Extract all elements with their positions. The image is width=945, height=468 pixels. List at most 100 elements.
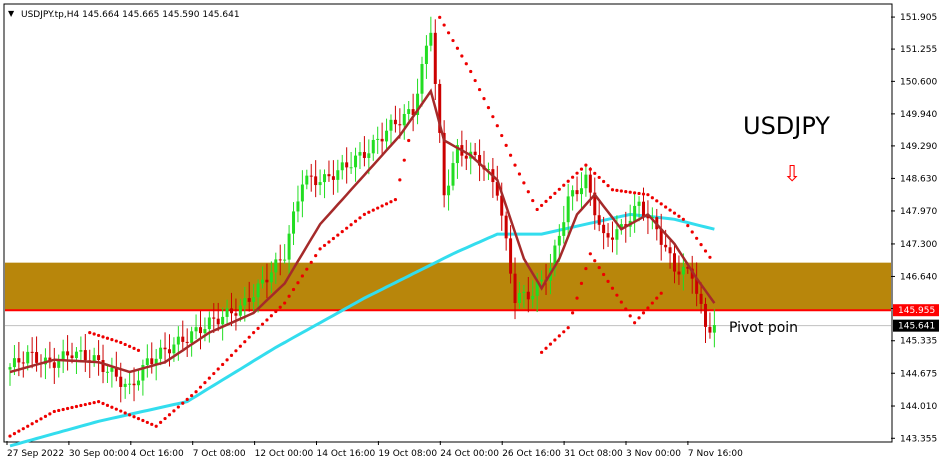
candle xyxy=(198,310,202,350)
sar-dot xyxy=(500,133,504,138)
candle xyxy=(451,151,455,191)
price-tick-label: 145.335 xyxy=(900,337,937,347)
current-price-label: 145.641 xyxy=(898,322,935,332)
sar-dot xyxy=(21,427,25,431)
pivot-label: Pivot poin xyxy=(729,320,798,336)
sar-dot xyxy=(216,367,220,371)
sar-dot xyxy=(624,189,628,194)
sar-dot xyxy=(597,175,601,180)
header-arrow[interactable]: ▼ xyxy=(8,9,15,18)
candle xyxy=(132,367,136,402)
price-tick-label: 151.255 xyxy=(900,45,937,55)
candle xyxy=(128,371,132,395)
candle xyxy=(212,303,216,334)
candle xyxy=(673,242,676,284)
sar-dot xyxy=(331,236,335,241)
time-tick-label: 14 Oct 16:00 xyxy=(317,449,376,459)
sar-dot xyxy=(225,358,229,362)
price-tick-label: 148.630 xyxy=(900,174,937,184)
sar-dot xyxy=(460,54,464,58)
sar-dot xyxy=(256,326,260,330)
sar-dot xyxy=(562,330,566,334)
sar-dot xyxy=(318,247,322,251)
sar-dot xyxy=(513,163,517,167)
sar-dot xyxy=(362,212,366,216)
sar-dot xyxy=(579,281,584,285)
sar-dot xyxy=(695,236,699,240)
candle xyxy=(256,279,260,313)
sar-dot xyxy=(482,97,486,101)
sar-dot xyxy=(610,286,615,290)
candle xyxy=(619,218,623,235)
candle xyxy=(473,142,477,160)
candle xyxy=(61,339,65,374)
time-tick-label: 24 Oct 00:00 xyxy=(440,449,499,459)
sar-dot xyxy=(593,259,597,263)
price-tick-label: 151.905 xyxy=(900,13,937,23)
candle xyxy=(433,19,437,101)
sar-dot xyxy=(544,346,548,350)
sar-dot xyxy=(65,406,70,411)
price-axis: 151.905 151.255 150.600 149.940 149.290 148.6… xyxy=(891,13,937,444)
sar-dot xyxy=(274,309,278,314)
sar-dot xyxy=(252,331,256,335)
candle xyxy=(442,120,446,208)
candle xyxy=(265,263,269,299)
header-info: USDJPY.tp,H4 145.664 145.665 145.590 145… xyxy=(21,10,240,20)
sar-dot xyxy=(575,296,579,300)
sar-dot xyxy=(398,178,402,182)
sar-dot xyxy=(699,243,703,247)
candle xyxy=(429,16,433,52)
time-tick-label: 26 Oct 16:00 xyxy=(502,449,561,459)
sar-dot xyxy=(544,199,548,203)
candle xyxy=(708,312,712,339)
candle xyxy=(145,344,149,378)
candle xyxy=(522,284,526,308)
candle xyxy=(97,340,101,376)
sar-dot xyxy=(384,202,389,206)
sar-dot xyxy=(141,418,145,423)
sar-dot xyxy=(650,196,654,200)
parabolic-sar-dots xyxy=(8,15,712,438)
sar-dot xyxy=(619,189,623,193)
sar-dot xyxy=(540,203,544,208)
sar-dot xyxy=(637,191,641,196)
candle xyxy=(345,147,349,184)
candle xyxy=(123,378,127,399)
sar-dot xyxy=(229,353,234,357)
candle xyxy=(597,199,601,232)
sar-dot xyxy=(17,429,21,433)
sar-dot xyxy=(203,381,207,385)
price-tick-label: 147.300 xyxy=(900,240,937,250)
candle xyxy=(216,302,220,332)
sar-dot xyxy=(30,422,34,426)
candle xyxy=(389,114,393,147)
candle xyxy=(327,160,331,182)
candle xyxy=(513,257,517,320)
sar-dot xyxy=(194,390,198,394)
time-tick-label: 12 Oct 00:00 xyxy=(255,449,314,459)
price-tick-label: 144.675 xyxy=(900,369,937,379)
sar-dot xyxy=(283,301,287,305)
sar-dot xyxy=(48,412,52,416)
sar-dot xyxy=(92,332,96,336)
price-tick-label: 144.010 xyxy=(900,402,937,412)
candle xyxy=(517,282,521,309)
candle xyxy=(358,142,362,169)
candle xyxy=(331,160,335,195)
sar-dot xyxy=(101,401,105,406)
candle xyxy=(221,307,225,341)
sar-dot xyxy=(367,210,371,214)
sar-dot xyxy=(650,301,654,305)
candle xyxy=(252,284,256,315)
down-arrow-icon: ⇩ xyxy=(783,162,801,187)
candle xyxy=(504,211,508,251)
sar-dot xyxy=(464,62,468,66)
sar-dot xyxy=(557,187,561,191)
candle xyxy=(203,317,207,342)
sar-dot xyxy=(677,214,681,218)
sar-dot xyxy=(633,191,637,195)
candle xyxy=(167,334,171,367)
candle xyxy=(292,202,296,246)
